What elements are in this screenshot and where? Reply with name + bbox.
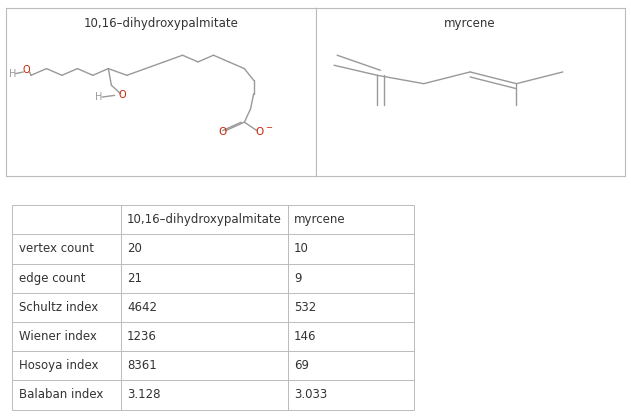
Text: 21: 21 — [127, 272, 142, 285]
Text: 3.128: 3.128 — [127, 388, 160, 401]
Text: myrcene: myrcene — [294, 213, 346, 226]
Text: O: O — [23, 65, 30, 75]
Text: 1236: 1236 — [127, 330, 156, 343]
Text: 10: 10 — [294, 242, 309, 255]
Text: 8361: 8361 — [127, 359, 156, 372]
Text: myrcene: myrcene — [444, 17, 496, 30]
Text: Hosoya index: Hosoya index — [19, 359, 98, 372]
Text: 9: 9 — [294, 272, 302, 285]
Text: 10,16–dihydroxypalmitate: 10,16–dihydroxypalmitate — [83, 17, 239, 30]
Text: 69: 69 — [294, 359, 309, 372]
Text: edge count: edge count — [19, 272, 85, 285]
Text: H: H — [9, 69, 16, 79]
Text: H: H — [95, 92, 103, 102]
Bar — [13, 205, 415, 410]
Text: 3.033: 3.033 — [294, 388, 327, 401]
Text: −: − — [266, 122, 273, 132]
Text: 532: 532 — [294, 301, 316, 314]
Text: Balaban index: Balaban index — [19, 388, 103, 401]
Text: O: O — [256, 127, 264, 137]
Text: O: O — [218, 127, 227, 137]
Text: 20: 20 — [127, 242, 142, 255]
Text: O: O — [119, 90, 126, 100]
Text: Schultz index: Schultz index — [19, 301, 98, 314]
Text: 146: 146 — [294, 330, 316, 343]
Text: 10,16–dihydroxypalmitate: 10,16–dihydroxypalmitate — [127, 213, 282, 226]
Text: 4642: 4642 — [127, 301, 157, 314]
Text: Wiener index: Wiener index — [19, 330, 97, 343]
Text: vertex count: vertex count — [19, 242, 93, 255]
